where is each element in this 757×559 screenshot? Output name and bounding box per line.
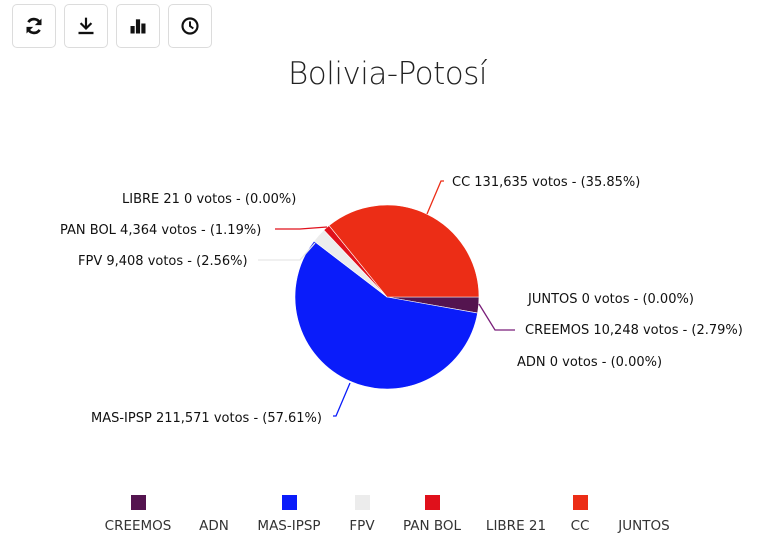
legend-label: CREEMOS <box>104 518 172 534</box>
chart-title: Bolivia-Potosí <box>287 56 488 92</box>
leader-line-cc <box>426 180 444 215</box>
legend-item-pan-bol[interactable]: PAN BOL <box>392 492 472 534</box>
legend-swatch <box>509 495 524 510</box>
legend-swatch <box>354 495 370 510</box>
legend-item-creemos[interactable]: CREEMOS <box>98 492 178 534</box>
legend-item-adn[interactable]: ADN <box>174 492 254 534</box>
leader-line-creemos <box>478 303 515 331</box>
legend-item-libre-21[interactable]: LIBRE 21 <box>476 492 556 534</box>
legend-label: LIBRE 21 <box>485 518 547 534</box>
chart-toolbar <box>12 4 212 48</box>
legend-label: MAS-IPSP <box>257 518 321 534</box>
data-label-cc: CC 131,635 votos - (35.85%) <box>452 175 640 190</box>
legend-item-cc[interactable]: CC <box>540 492 620 534</box>
bar-chart-icon <box>130 19 146 34</box>
data-label-masipsp: MAS-IPSP 211,571 votos - (57.61%) <box>91 411 322 426</box>
data-label-juntos: JUNTOS 0 votos - (0.00%) <box>527 292 694 307</box>
data-label-creemos: CREEMOS 10,248 votos - (2.79%) <box>525 323 743 338</box>
leader-line-fpv <box>258 242 316 261</box>
legend-label: ADN <box>199 518 229 534</box>
bar-chart-button[interactable] <box>116 4 160 48</box>
legend-swatch <box>281 495 297 510</box>
pie-slice-mas-ipsp[interactable] <box>294 240 478 390</box>
clock-icon <box>181 17 199 35</box>
legend-swatch <box>207 495 222 510</box>
leader-lines <box>258 180 515 417</box>
legend-swatch <box>637 495 652 510</box>
legend-label: CC <box>570 518 590 534</box>
legend-swatch <box>572 495 588 510</box>
refresh-button[interactable] <box>12 4 56 48</box>
leader-line-masipsp <box>333 382 351 417</box>
legend-swatch <box>424 495 440 510</box>
data-label-adn: ADN 0 votos - (0.00%) <box>517 355 662 370</box>
legend-item-juntos[interactable]: JUNTOS <box>604 492 684 534</box>
legend-swatch <box>130 495 146 510</box>
pie-slice-cc[interactable] <box>328 204 480 298</box>
data-label-fpv: FPV 9,408 votos - (2.56%) <box>78 254 248 269</box>
legend-label: JUNTOS <box>618 518 670 534</box>
download-icon <box>78 17 94 35</box>
history-button[interactable] <box>168 4 212 48</box>
legend-label: FPV <box>349 518 375 534</box>
data-label-libre21: LIBRE 21 0 votos - (0.00%) <box>122 192 296 207</box>
leader-line-panbol <box>275 226 328 230</box>
data-label-panbol: PAN BOL 4,364 votos - (1.19%) <box>60 223 261 238</box>
pie-slices <box>294 204 480 390</box>
legend-item-fpv[interactable]: FPV <box>322 492 402 534</box>
legend-label: PAN BOL <box>402 518 462 534</box>
refresh-icon <box>26 17 42 35</box>
download-button[interactable] <box>64 4 108 48</box>
legend-item-mas-ipsp[interactable]: MAS-IPSP <box>249 492 329 534</box>
